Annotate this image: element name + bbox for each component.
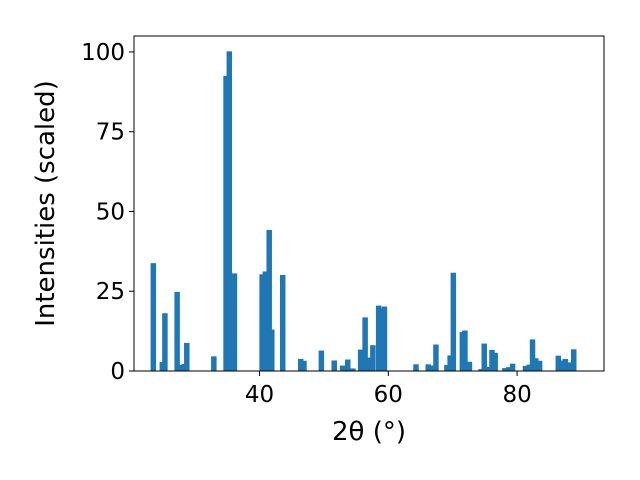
bar [428, 365, 435, 371]
plot-frame [133, 35, 605, 372]
y-axis-label: Intensities (scaled) [31, 80, 61, 327]
bar [444, 364, 450, 371]
y-tick-label: 25 [96, 279, 125, 305]
bar [433, 344, 439, 371]
bar [413, 364, 419, 371]
bar [447, 355, 453, 371]
bar [331, 360, 337, 371]
bars-group [150, 51, 577, 372]
y-tick-label: 0 [110, 359, 125, 385]
bar [489, 349, 495, 371]
bar [301, 360, 307, 371]
y-tick-label: 100 [81, 40, 125, 66]
bar [174, 291, 180, 371]
bar [279, 274, 286, 371]
bar [509, 363, 516, 371]
bar [318, 350, 325, 371]
bar [571, 349, 577, 371]
bar [184, 342, 190, 371]
bar [378, 308, 384, 371]
x-tick-label: 60 [374, 382, 403, 408]
bar [536, 360, 543, 371]
y-tick-label: 75 [96, 120, 125, 146]
bar [558, 360, 565, 371]
bar [462, 330, 468, 371]
bar [162, 313, 168, 371]
bar [366, 357, 373, 371]
bar [533, 358, 539, 371]
bar [362, 317, 368, 371]
bar [223, 75, 229, 371]
bar [226, 51, 233, 372]
bar [481, 343, 487, 371]
bar [381, 306, 388, 371]
bar [492, 352, 498, 371]
bar [450, 272, 457, 371]
bar [522, 365, 529, 371]
bar [350, 368, 356, 371]
bar [555, 355, 562, 371]
bar [567, 362, 573, 371]
bar [176, 364, 183, 371]
bar [211, 356, 217, 371]
bar [478, 369, 484, 371]
bar [425, 364, 431, 371]
bar [231, 273, 238, 371]
bar [339, 365, 346, 371]
bar [485, 366, 491, 371]
bar [266, 229, 272, 371]
bar [505, 367, 512, 371]
bar [466, 361, 473, 371]
bar [150, 263, 157, 371]
bar [370, 345, 376, 371]
bar [262, 271, 269, 371]
y-tick-label: 50 [96, 199, 125, 225]
bar [298, 358, 304, 371]
bar [562, 358, 569, 371]
bar [357, 349, 364, 371]
bar [269, 329, 275, 371]
x-axis-label: 2θ (°) [332, 417, 406, 447]
bar [259, 274, 265, 371]
bar [502, 368, 508, 371]
bar [526, 364, 533, 371]
y-axis-ticks: 0 25 50 75 100 [81, 40, 134, 385]
bar [529, 339, 536, 371]
x-tick-label: 80 [502, 382, 531, 408]
x-tick-label: 40 [245, 382, 274, 408]
bar [345, 359, 351, 371]
x-axis-ticks: 40 60 80 [245, 371, 532, 408]
